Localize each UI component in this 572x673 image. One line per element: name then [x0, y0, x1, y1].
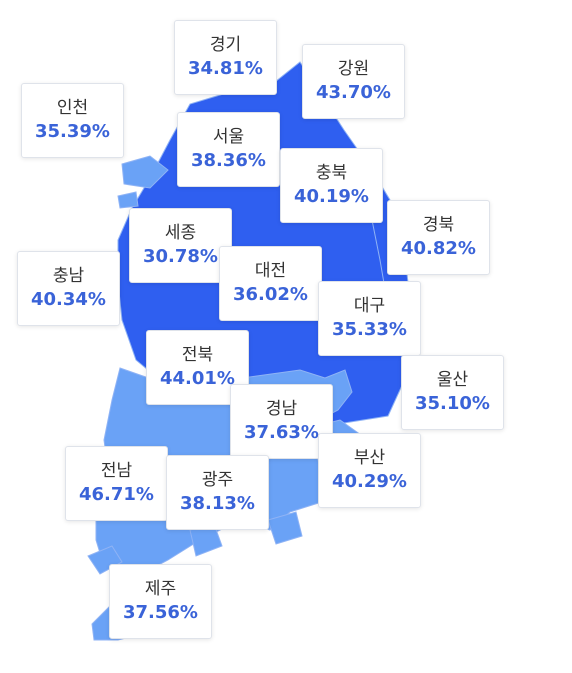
region-value: 36.02% [233, 284, 308, 305]
region-name: 대구 [353, 296, 386, 316]
region-card-gwangju[interactable]: 광주 38.13% [166, 455, 269, 530]
region-name: 충남 [52, 266, 85, 286]
region-card-seoul[interactable]: 서울 38.36% [177, 112, 280, 187]
region-value: 30.78% [143, 246, 218, 267]
region-name: 전북 [181, 345, 214, 365]
region-card-daegu[interactable]: 대구 35.33% [318, 281, 421, 356]
region-value: 35.33% [332, 319, 407, 340]
region-name: 경기 [209, 35, 242, 55]
region-name: 강원 [337, 59, 370, 79]
region-value: 34.81% [188, 58, 263, 79]
region-value: 43.70% [316, 82, 391, 103]
region-value: 38.13% [180, 493, 255, 514]
region-value: 37.56% [123, 602, 198, 623]
region-value: 46.71% [79, 484, 154, 505]
region-name: 울산 [436, 370, 469, 390]
map-region-incheon-island[interactable] [117, 191, 139, 209]
region-value: 44.01% [160, 368, 235, 389]
region-value: 40.29% [332, 471, 407, 492]
region-card-gyeongnam[interactable]: 경남 37.63% [230, 384, 333, 459]
region-name: 인천 [56, 98, 89, 118]
region-card-busan[interactable]: 부산 40.29% [318, 433, 421, 508]
region-value: 40.19% [294, 186, 369, 207]
region-card-chungbuk[interactable]: 충북 40.19% [280, 148, 383, 223]
region-card-ulsan[interactable]: 울산 35.10% [401, 355, 504, 430]
region-card-gyeonggi[interactable]: 경기 34.81% [174, 20, 277, 95]
map-island-1 [87, 545, 123, 575]
map-region-incheon[interactable] [121, 155, 169, 189]
region-card-gangwon[interactable]: 강원 43.70% [302, 44, 405, 119]
region-value: 40.34% [31, 289, 106, 310]
region-card-gyeongbuk[interactable]: 경북 40.82% [387, 200, 490, 275]
region-name: 제주 [144, 579, 177, 599]
region-value: 35.10% [415, 393, 490, 414]
region-name: 전남 [100, 461, 133, 481]
region-card-incheon[interactable]: 인천 35.39% [21, 83, 124, 158]
region-value: 35.39% [35, 121, 110, 142]
region-name: 광주 [201, 470, 234, 490]
region-card-daejeon[interactable]: 대전 36.02% [219, 246, 322, 321]
region-name: 경남 [265, 399, 298, 419]
region-name: 서울 [212, 127, 245, 147]
region-name: 부산 [353, 448, 386, 468]
region-value: 37.63% [244, 422, 319, 443]
region-name: 경북 [422, 215, 455, 235]
region-value: 38.36% [191, 150, 266, 171]
map-island-3 [267, 511, 303, 545]
region-value: 40.82% [401, 238, 476, 259]
region-card-sejong[interactable]: 세종 30.78% [129, 208, 232, 283]
region-card-jeonnam[interactable]: 전남 46.71% [65, 446, 168, 521]
region-card-jeju[interactable]: 제주 37.56% [109, 564, 212, 639]
region-card-chungnam[interactable]: 충남 40.34% [17, 251, 120, 326]
region-name: 충북 [315, 163, 348, 183]
region-name: 세종 [164, 223, 197, 243]
region-name: 대전 [254, 261, 287, 281]
